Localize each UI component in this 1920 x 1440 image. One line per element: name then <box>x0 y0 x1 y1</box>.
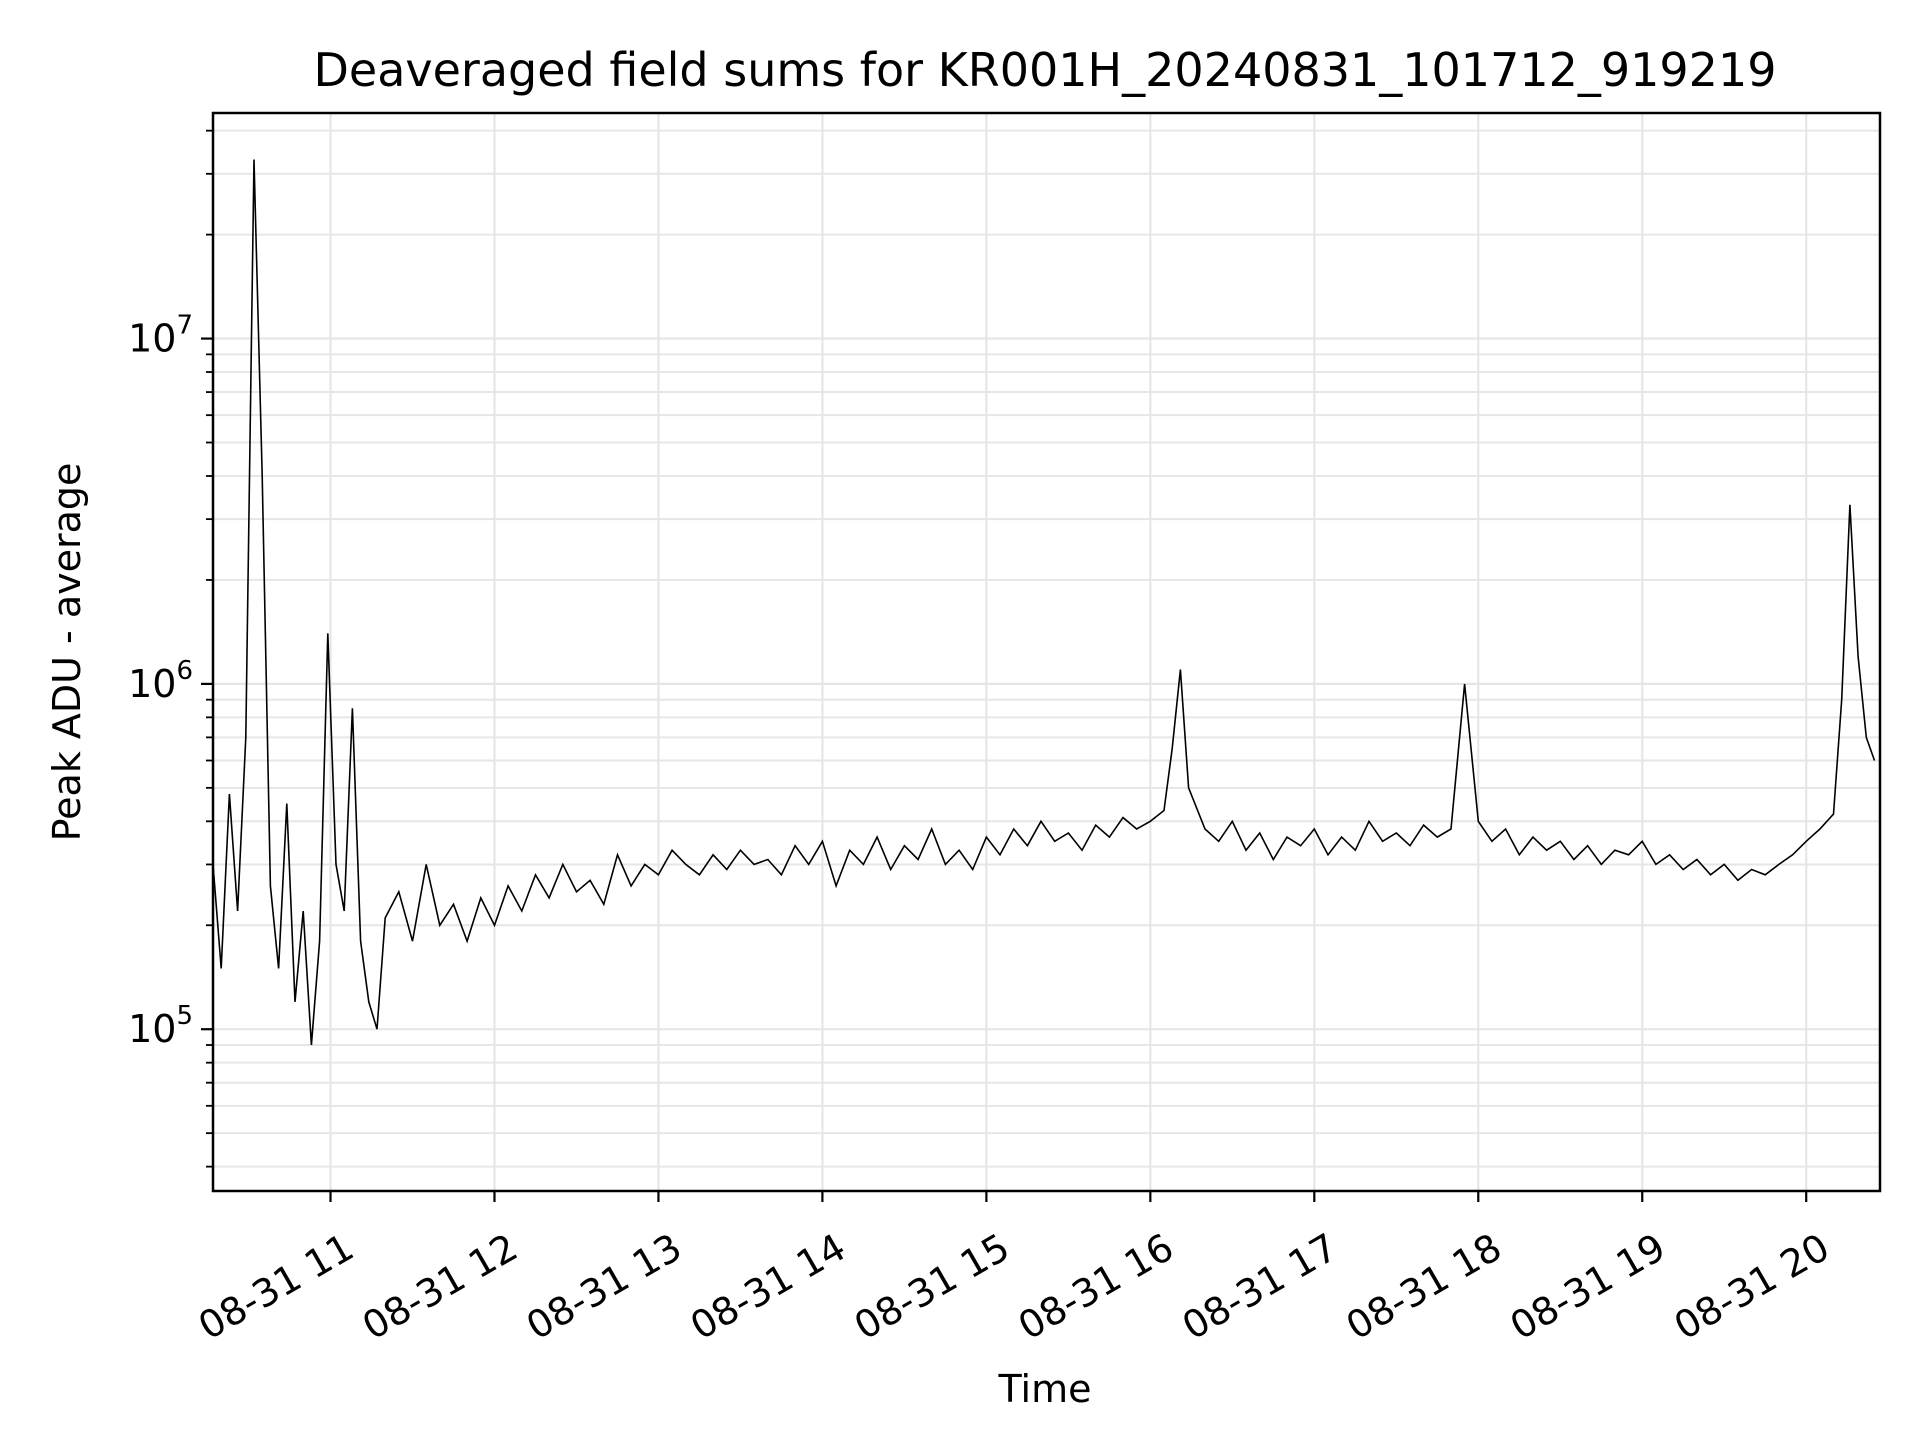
y-tick-label: 105 <box>128 1001 193 1051</box>
y-axis-label: Peak ADU - average <box>45 463 89 842</box>
plot-frame <box>211 111 1882 1193</box>
y-axis-ticks: 105 106 107 <box>128 129 213 1168</box>
y-tick-label: 107 <box>128 311 193 361</box>
series-line <box>212 159 1876 1046</box>
major-gridlines <box>213 113 1880 1191</box>
x-axis-label: Time <box>998 1367 1092 1411</box>
minor-gridlines <box>213 129 1880 1168</box>
chart-title: Deaveraged field sums for KR001H_2024083… <box>314 43 1777 97</box>
y-tick-label: 106 <box>128 656 193 706</box>
